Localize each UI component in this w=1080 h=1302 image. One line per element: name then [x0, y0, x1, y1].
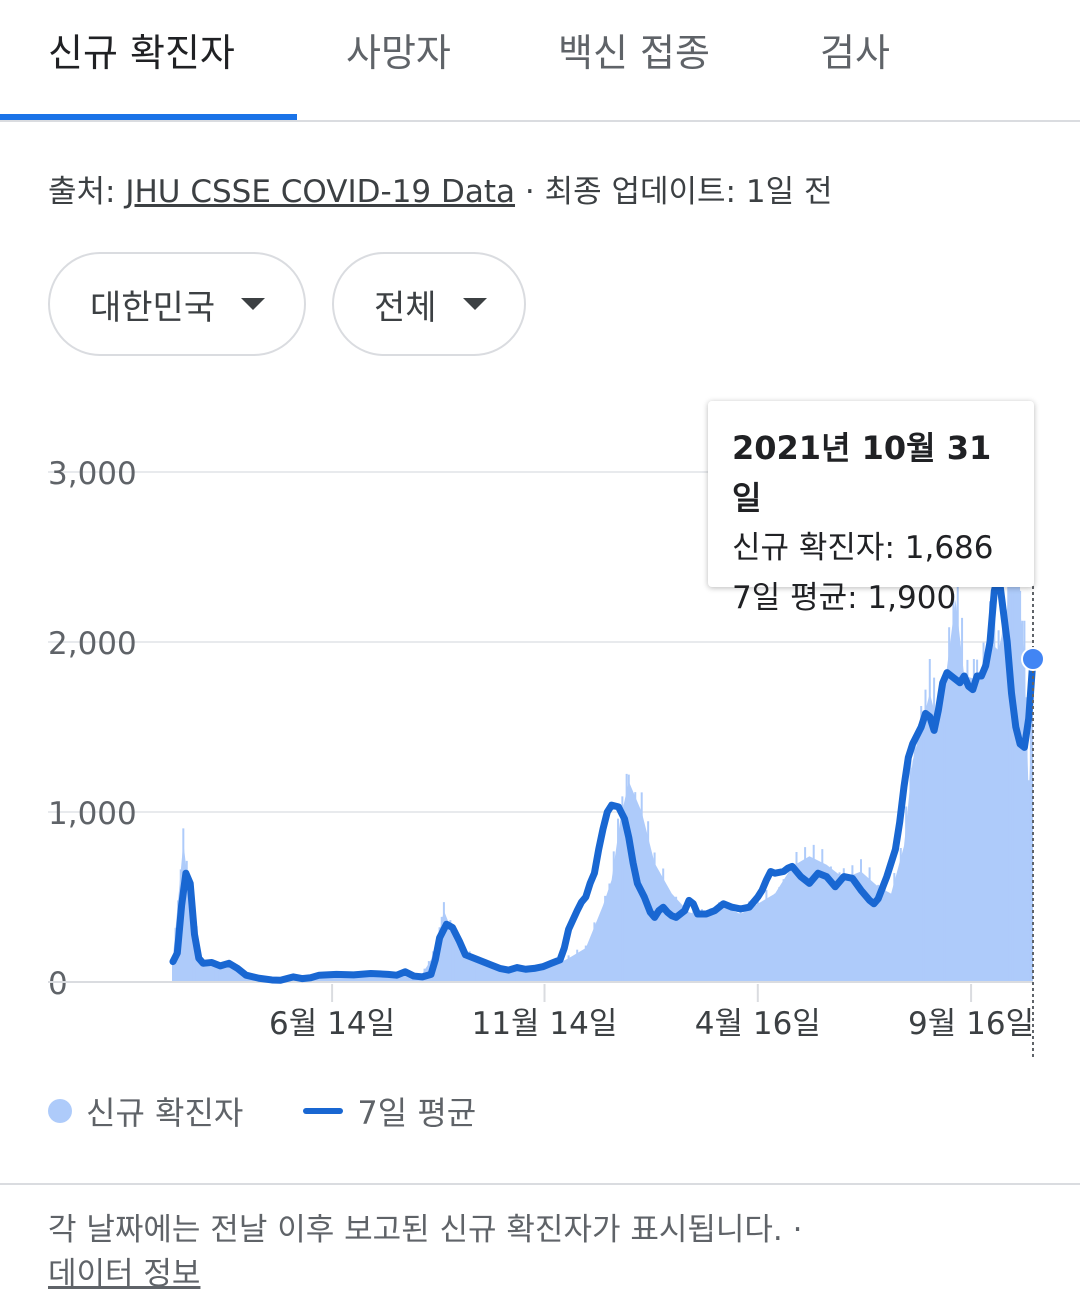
- tab-tests[interactable]: 검사: [820, 31, 890, 75]
- active-tab-indicator: [0, 114, 297, 120]
- tab-new-cases[interactable]: 신규 확진자: [48, 31, 235, 75]
- source-prefix: 출처:: [48, 174, 126, 210]
- region-dropdown-label: 대한민국: [90, 287, 216, 328]
- last-updated: · 최종 업데이트: 1일 전: [515, 174, 833, 210]
- source-line: 출처: JHU CSSE COVID-19 Data · 최종 업데이트: 1일…: [48, 166, 832, 211]
- chart-tooltip: 2021년 10월 31일 신규 확진자: 1,686 7일 평균: 1,900: [708, 401, 1034, 616]
- tab-bar: 신규 확진자 사망자 백신 접종 검사: [0, 0, 1080, 122]
- footnote-separator: ·: [782, 1212, 803, 1248]
- footnote: 각 날짜에는 전날 이후 보고된 신규 확진자가 표시됩니다. · 데이터 정보: [48, 1208, 1048, 1296]
- y-tick-label: 0: [48, 966, 68, 1002]
- legend-dot-icon: [48, 1099, 72, 1123]
- scope-dropdown[interactable]: 전체: [332, 252, 526, 356]
- divider: [0, 1183, 1080, 1185]
- chart-legend: 신규 확진자 7일 평균: [48, 1088, 476, 1134]
- y-tick-label: 1,000: [48, 796, 137, 832]
- y-tick-label: 2,000: [48, 626, 137, 662]
- footnote-text: 각 날짜에는 전날 이후 보고된 신규 확진자가 표시됩니다.: [48, 1212, 783, 1248]
- x-tick-label: 9월 16일: [908, 1006, 1034, 1042]
- legend-line-icon: [303, 1108, 344, 1114]
- cases-chart[interactable]: 0 1,000 2,000 3,000 6월 14일 11월 14일 4월 16일 9월 16…: [0, 380, 1080, 1070]
- region-dropdown[interactable]: 대한민국: [48, 252, 306, 356]
- legend-new-cases: 신규 확진자: [86, 1094, 244, 1132]
- source-link[interactable]: JHU CSSE COVID-19 Data: [125, 174, 516, 210]
- tab-deaths[interactable]: 사망자: [346, 31, 451, 75]
- caret-down-icon: [241, 298, 266, 310]
- x-tick-label: 4월 16일: [695, 1006, 821, 1042]
- data-info-link[interactable]: 데이터 정보: [48, 1256, 201, 1292]
- tab-vaccinations[interactable]: 백신 접종: [558, 31, 710, 75]
- scope-dropdown-label: 전체: [374, 287, 437, 328]
- y-tick-label: 3,000: [48, 456, 137, 492]
- tooltip-new-cases: 신규 확진자: 1,686: [732, 530, 994, 566]
- avg-line: [169, 570, 1037, 984]
- tooltip-date: 2021년 10월 31일: [732, 429, 992, 517]
- x-tick-label: 11월 14일: [472, 1006, 618, 1042]
- hover-point: [1021, 647, 1045, 671]
- tooltip-average: 7일 평균: 1,900: [732, 580, 957, 616]
- x-tick-label: 6월 14일: [269, 1006, 395, 1042]
- legend-average: 7일 평균: [357, 1094, 477, 1132]
- caret-down-icon: [462, 298, 487, 310]
